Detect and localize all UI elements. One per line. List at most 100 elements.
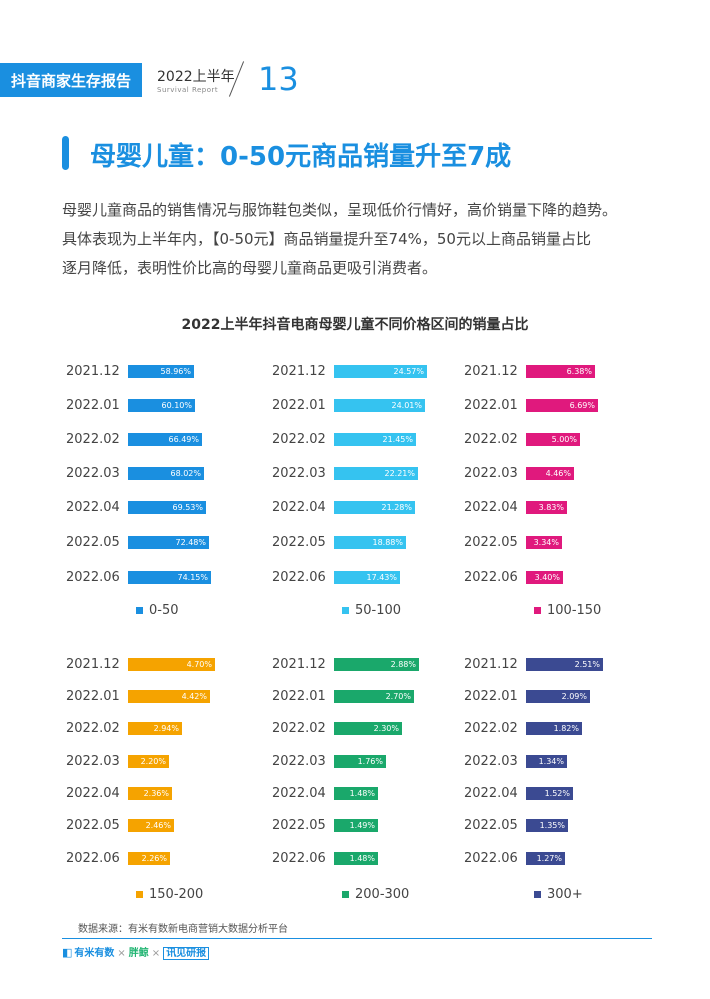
- bar: 2.26%: [128, 852, 170, 865]
- bar: 1.34%: [526, 755, 567, 768]
- bar-row: 2022.05 72.48%: [66, 535, 306, 551]
- data-label: 3.40%: [534, 573, 560, 582]
- bar: 2.36%: [128, 787, 172, 800]
- page-title: 母婴儿童：0-50元商品销量升至7成: [90, 142, 512, 172]
- category-label: 2022.04: [66, 786, 120, 801]
- bar-row: 2022.06 17.43%: [272, 570, 512, 586]
- category-label: 2021.12: [66, 657, 120, 672]
- summary-line: 逐月降低，表明性价比高的母婴儿童商品更吸引消费者。: [62, 259, 438, 277]
- category-label: 2022.05: [66, 535, 120, 550]
- bar: 1.48%: [334, 852, 378, 865]
- bar-row: 2022.06 1.48%: [272, 851, 512, 867]
- category-label: 2022.02: [66, 432, 120, 447]
- category-label: 2022.01: [66, 689, 120, 704]
- bar-row: 2022.01 6.69%: [464, 398, 704, 414]
- category-label: 2022.04: [272, 786, 326, 801]
- bar: 1.27%: [526, 852, 565, 865]
- category-label: 2021.12: [464, 364, 518, 379]
- category-label: 2022.06: [464, 851, 518, 866]
- data-label: 2.94%: [153, 724, 179, 733]
- bar-row: 2022.03 68.02%: [66, 466, 306, 482]
- bar-row: 2022.04 3.83%: [464, 500, 704, 516]
- bar: 1.35%: [526, 819, 568, 832]
- brand-pangjing: 胖鲸: [128, 948, 149, 959]
- bar-row: 2021.12 58.96%: [66, 364, 306, 380]
- legend-label: 100-150: [547, 603, 602, 618]
- category-label: 2022.05: [464, 818, 518, 833]
- footer-divider: [62, 938, 652, 939]
- category-label: 2022.05: [272, 535, 326, 550]
- bar: 3.83%: [526, 501, 567, 514]
- data-label: 24.01%: [391, 401, 422, 410]
- legend-label: 300+: [547, 887, 583, 902]
- bar: 6.69%: [526, 399, 598, 412]
- legend-entry: 200-300: [342, 887, 409, 903]
- bar-row: 2022.04 21.28%: [272, 500, 512, 516]
- legend-swatch: [342, 891, 349, 898]
- data-label: 2.09%: [561, 692, 587, 701]
- data-label: 17.43%: [366, 573, 397, 582]
- bar: 1.76%: [334, 755, 386, 768]
- brand-youmi: 有米有数: [74, 948, 115, 959]
- data-label: 1.34%: [538, 757, 564, 766]
- data-label: 1.48%: [349, 854, 375, 863]
- data-label: 18.88%: [372, 538, 403, 547]
- summary-line: 具体表现为上半年内，【0-50元】商品销量提升至74%，50元以上商品销量占比: [62, 230, 591, 248]
- data-label: 6.38%: [566, 367, 592, 376]
- data-label: 2.20%: [140, 757, 166, 766]
- data-label: 72.48%: [175, 538, 206, 547]
- bar-row: 2021.12 6.38%: [464, 364, 704, 380]
- data-label: 69.53%: [172, 503, 203, 512]
- category-label: 2022.04: [66, 500, 120, 515]
- report-subtitle: Survival Report: [157, 86, 219, 94]
- data-label: 3.83%: [538, 503, 564, 512]
- brand-separator: ×: [117, 948, 126, 959]
- category-label: 2022.02: [66, 721, 120, 736]
- bar-row: 2021.12 4.70%: [66, 657, 306, 673]
- bar: 2.30%: [334, 722, 402, 735]
- category-label: 2022.05: [272, 818, 326, 833]
- data-label: 2.36%: [143, 789, 169, 798]
- bar: 4.42%: [128, 690, 210, 703]
- category-label: 2022.03: [272, 754, 326, 769]
- category-label: 2021.12: [272, 657, 326, 672]
- bar: 1.52%: [526, 787, 573, 800]
- data-label: 66.49%: [168, 435, 199, 444]
- bar-row: 2022.05 1.49%: [272, 818, 512, 834]
- data-label: 60.10%: [161, 401, 192, 410]
- brand-separator: ×: [151, 948, 161, 959]
- bar: 2.94%: [128, 722, 182, 735]
- data-label: 4.42%: [181, 692, 207, 701]
- data-label: 4.46%: [545, 469, 571, 478]
- bar-row: 2022.03 1.34%: [464, 754, 704, 770]
- legend-entry: 150-200: [136, 887, 203, 903]
- bar: 69.53%: [128, 501, 206, 514]
- data-label: 21.45%: [382, 435, 413, 444]
- bar: 2.46%: [128, 819, 174, 832]
- data-label: 1.82%: [553, 724, 579, 733]
- bar: 5.00%: [526, 433, 580, 446]
- legend-swatch: [136, 607, 143, 614]
- bar: 18.88%: [334, 536, 406, 549]
- data-label: 2.30%: [373, 724, 399, 733]
- category-label: 2022.06: [272, 851, 326, 866]
- legend-label: 150-200: [149, 887, 204, 902]
- category-label: 2021.12: [66, 364, 120, 379]
- category-label: 2022.06: [272, 570, 326, 585]
- data-label: 58.96%: [160, 367, 191, 376]
- bar-row: 2022.01 60.10%: [66, 398, 306, 414]
- bar: 17.43%: [334, 571, 400, 584]
- summary-paragraph: 母婴儿童商品的销售情况与服饰鞋包类似，呈现低价行情好，高价销量下降的趋势。 具体…: [62, 196, 662, 283]
- data-label: 1.52%: [544, 789, 570, 798]
- legend-entry: 300+: [534, 887, 583, 903]
- bar: 2.70%: [334, 690, 414, 703]
- bar-row: 2022.03 1.76%: [272, 754, 512, 770]
- bar-row: 2021.12 24.57%: [272, 364, 512, 380]
- legend-swatch: [136, 891, 143, 898]
- bar: 24.57%: [334, 365, 427, 378]
- data-label: 1.48%: [349, 789, 375, 798]
- bar: 58.96%: [128, 365, 194, 378]
- data-label: 24.57%: [393, 367, 424, 376]
- bar-row: 2022.06 1.27%: [464, 851, 704, 867]
- data-label: 22.21%: [384, 469, 415, 478]
